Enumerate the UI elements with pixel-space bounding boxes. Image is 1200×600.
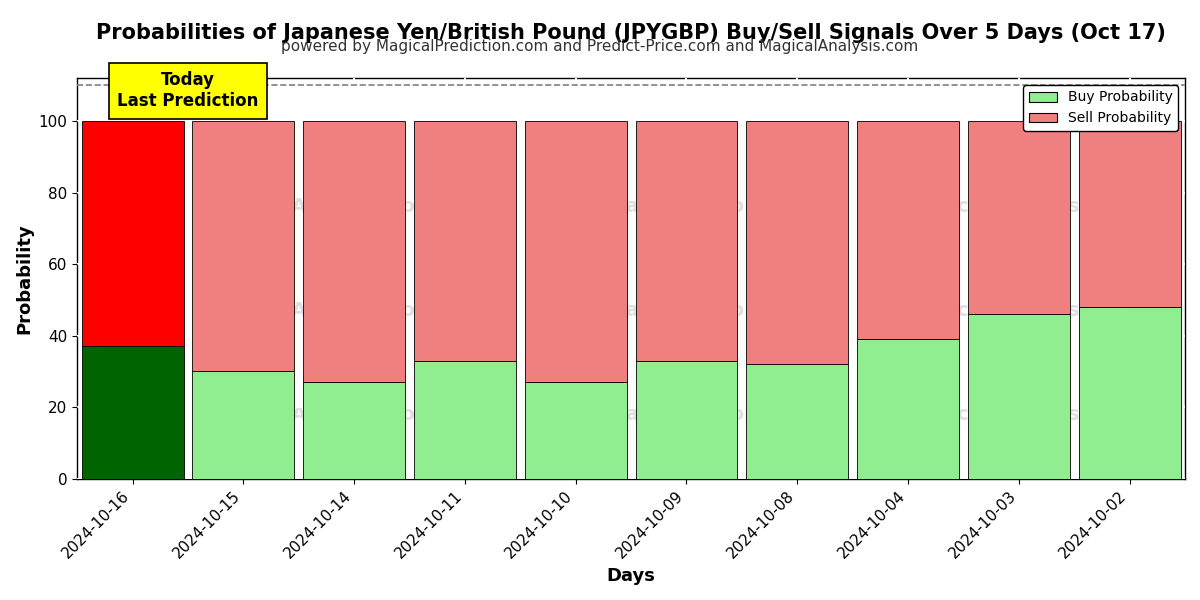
X-axis label: Days: Days (607, 567, 655, 585)
Bar (192, 121, 294, 371)
Bar (82, 346, 184, 479)
Bar (304, 121, 406, 382)
Bar (857, 121, 959, 339)
Bar (304, 382, 406, 479)
Bar (746, 364, 848, 479)
Text: MagicalAnalysis.com: MagicalAnalysis.com (206, 301, 436, 320)
Bar (414, 361, 516, 479)
Text: MagicalPrediction.com: MagicalPrediction.com (562, 197, 811, 216)
Text: MagicalPrediction.com: MagicalPrediction.com (562, 301, 811, 320)
Bar (524, 382, 626, 479)
Bar (1079, 121, 1181, 307)
Text: MagicalPrediction.com: MagicalPrediction.com (562, 405, 811, 424)
Bar (746, 121, 848, 364)
Bar (968, 314, 1069, 479)
Bar (968, 121, 1069, 314)
Y-axis label: Probability: Probability (14, 223, 32, 334)
Bar (636, 121, 738, 361)
Bar (414, 121, 516, 361)
Bar (192, 371, 294, 479)
Bar (636, 361, 738, 479)
Bar (524, 121, 626, 382)
Bar (82, 121, 184, 346)
Title: Probabilities of Japanese Yen/British Pound (JPYGBP) Buy/Sell Signals Over 5 Day: Probabilities of Japanese Yen/British Po… (96, 23, 1166, 43)
Bar (1079, 307, 1181, 479)
Text: MagicalAnalysis.com: MagicalAnalysis.com (905, 301, 1133, 320)
Text: Today
Last Prediction: Today Last Prediction (118, 71, 259, 110)
Legend: Buy Probability, Sell Probability: Buy Probability, Sell Probability (1024, 85, 1178, 131)
Text: powered by MagicalPrediction.com and Predict-Price.com and MagicalAnalysis.com: powered by MagicalPrediction.com and Pre… (281, 39, 919, 54)
Text: MagicalAnalysis.com: MagicalAnalysis.com (905, 197, 1133, 216)
Text: MagicalAnalysis.com: MagicalAnalysis.com (206, 405, 436, 424)
Text: MagicalAnalysis.com: MagicalAnalysis.com (206, 197, 436, 216)
Bar (857, 339, 959, 479)
Text: MagicalAnalysis.com: MagicalAnalysis.com (905, 405, 1133, 424)
